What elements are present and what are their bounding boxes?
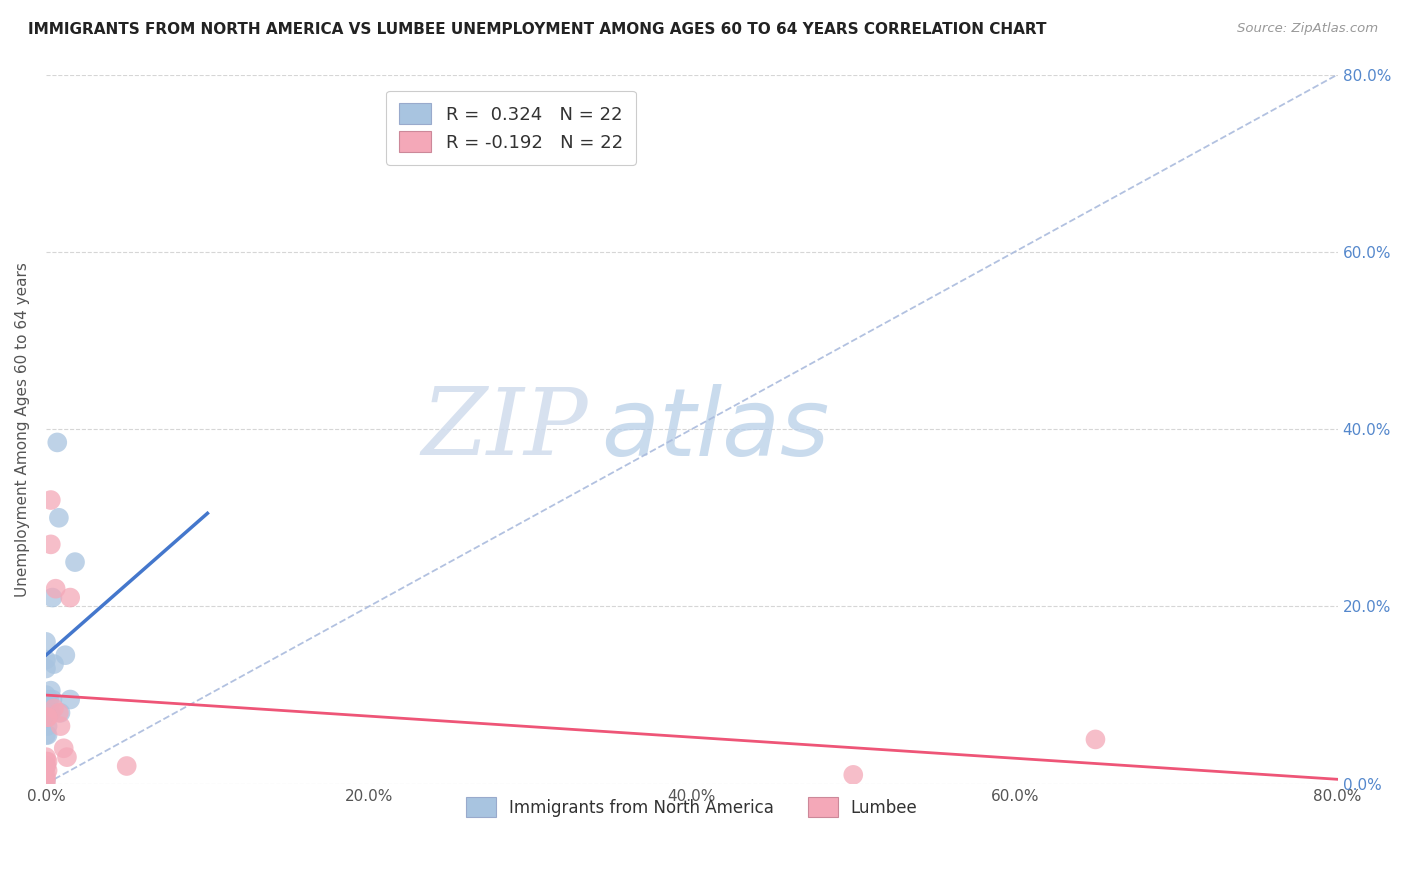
Point (49, 719, 72, 733)
Point (48, 510, 70, 524)
Point (35, 759, 58, 773)
Text: atlas: atlas (602, 384, 830, 475)
Point (59, 692, 82, 706)
Point (35, 688, 58, 702)
Point (39, 706, 62, 720)
Point (37, 728, 59, 742)
Point (42, 657, 65, 671)
Text: IMMIGRANTS FROM NORTH AMERICA VS LUMBEE UNEMPLOYMENT AMONG AGES 60 TO 64 YEARS C: IMMIGRANTS FROM NORTH AMERICA VS LUMBEE … (28, 22, 1046, 37)
Point (48, 706, 70, 720)
Point (45, 582, 67, 596)
Point (63, 555, 86, 569)
Point (115, 759, 138, 773)
Point (52, 741, 75, 756)
Point (53, 648, 76, 663)
Point (35, 768, 58, 782)
Text: Source: ZipAtlas.com: Source: ZipAtlas.com (1237, 22, 1378, 36)
Point (46, 435, 69, 450)
Point (35, 772, 58, 787)
Point (56, 750, 79, 764)
Point (35, 777, 58, 791)
Point (37, 755, 59, 769)
Point (37, 710, 59, 724)
Point (39, 683, 62, 698)
Point (37, 719, 59, 733)
Point (37, 710, 59, 724)
Text: ZIP: ZIP (422, 384, 589, 475)
Legend: Immigrants from North America, Lumbee: Immigrants from North America, Lumbee (458, 789, 927, 825)
Point (35, 759, 58, 773)
Point (42, 701, 65, 715)
Point (842, 768, 865, 782)
Point (41, 591, 63, 605)
Point (35, 728, 58, 742)
Point (35, 750, 58, 764)
Point (39, 493, 62, 508)
Point (38, 692, 60, 706)
Point (35, 661, 58, 675)
Point (59, 591, 82, 605)
Point (35, 772, 58, 787)
Point (35, 652, 58, 666)
Point (1084, 732, 1107, 747)
Point (49, 706, 72, 720)
Point (37, 710, 59, 724)
Point (41, 692, 63, 706)
Point (35, 755, 58, 769)
Y-axis label: Unemployment Among Ages 60 to 64 years: Unemployment Among Ages 60 to 64 years (15, 261, 30, 597)
Point (37, 764, 59, 778)
Point (35, 635, 58, 649)
Point (39, 537, 62, 551)
